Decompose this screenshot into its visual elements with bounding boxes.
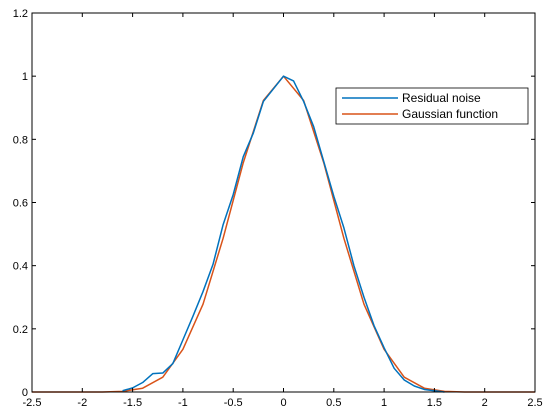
x-tick-label: -0.5 [224, 397, 243, 409]
y-axis: 0 0.2 0.4 0.6 0.8 1 1.2 [13, 8, 535, 399]
x-tick-label: -2.5 [23, 397, 42, 409]
y-tick-label: 0 [22, 387, 28, 399]
x-tick-label: 2.5 [527, 397, 542, 409]
legend-label-gaussian-function: Gaussian function [402, 107, 498, 121]
series-layer [32, 75, 535, 393]
x-axis: -2.5 -2 -1.5 -1 -0.5 0 0.5 1 1.5 2 2.5 [23, 13, 543, 409]
x-tick-label: -1.5 [123, 397, 142, 409]
x-tick-label: 0.5 [326, 397, 341, 409]
y-tick-label: 0.8 [13, 134, 28, 146]
x-tick-label: 1 [381, 397, 387, 409]
x-tick-label: 0 [280, 397, 286, 409]
legend-label-residual-noise: Residual noise [402, 91, 481, 105]
y-tick-label: 0.6 [13, 198, 28, 210]
x-tick-label: -1 [178, 397, 188, 409]
x-tick-label: 2 [482, 397, 488, 409]
y-tick-label: 0.2 [13, 324, 28, 336]
y-tick-label: 1.2 [13, 8, 28, 20]
plot-background [32, 13, 535, 392]
x-tick-label: 1.5 [427, 397, 442, 409]
y-tick-label: 1 [22, 71, 28, 83]
legend: Residual noise Gaussian function [335, 87, 529, 125]
y-tick-label: 0.4 [13, 261, 28, 273]
legend-box [335, 87, 529, 125]
series-line-residual-noise [122, 75, 445, 393]
x-tick-label: -2 [77, 397, 87, 409]
